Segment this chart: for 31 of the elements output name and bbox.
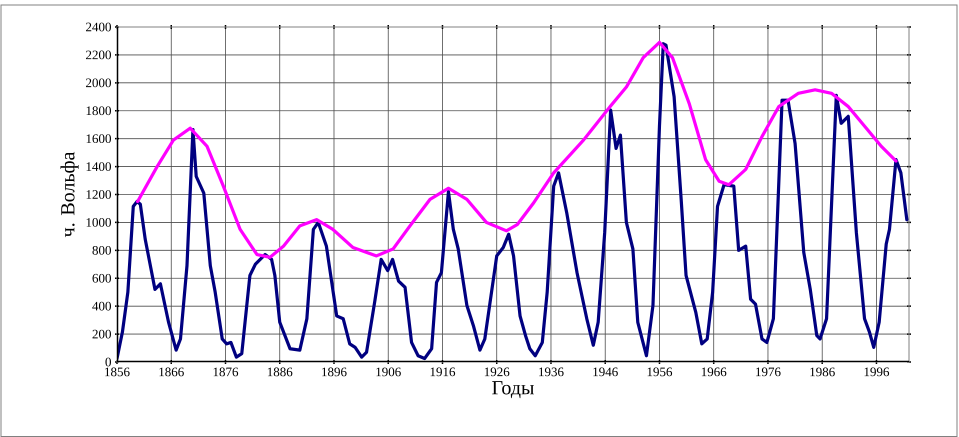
y-tick-label: 2000 [86,78,111,88]
x-tick-label: 1866 [159,368,184,376]
x-tick-label: 1896 [322,368,347,376]
y-tick-label: 600 [92,274,111,283]
x-tick-label: 1926 [484,368,510,376]
y-tick-label: 2200 [86,50,111,60]
x-tick-label: 1996 [864,368,890,376]
y-tick-label: 400 [92,302,111,311]
y-tick-label: 1200 [86,190,111,199]
x-tick-label: 1966 [702,368,726,376]
x-tick-label: 1986 [810,368,835,376]
x-tick-label: 1906 [376,368,401,376]
y-tick-label: 1000 [86,218,111,227]
x-axis-title: Годы [492,381,534,398]
y-axis-title: ч. Вольфа [60,152,79,238]
x-tick-label: 1916 [430,368,456,376]
line-series [136,40,898,259]
y-tick-label: 0 [105,358,111,366]
x-tick-label: 1976 [756,368,781,376]
x-tick-label: 1946 [593,368,618,376]
y-tick-label: 2400 [86,22,111,32]
y-tick-label: 1600 [86,134,111,144]
y-tick-label: 200 [92,330,111,338]
y-tick-label: 1800 [86,106,111,116]
x-tick-label: 1936 [539,368,564,376]
x-tick-label: 1956 [648,368,672,376]
x-tick-label: 1886 [268,368,292,376]
y-tick-label: 800 [92,246,111,255]
x-tick-label: 1876 [214,368,238,376]
y-tick-label: 1400 [86,162,111,171]
x-tick-label: 1856 [105,368,130,376]
